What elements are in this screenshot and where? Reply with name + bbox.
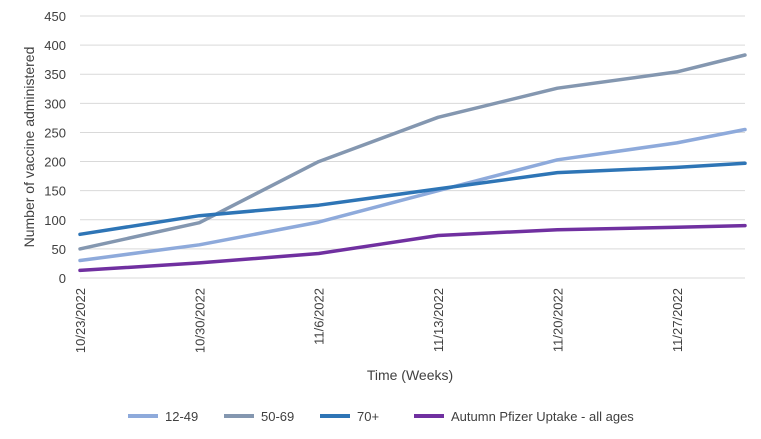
x-axis-title: Time (Weeks) [367,367,453,383]
y-tick-label: 450 [44,9,66,24]
x-tick-label: 11/20/2022 [550,288,565,352]
x-tick-label: 11/13/2022 [431,288,446,352]
gridlines [80,15,745,279]
y-tick-label: 0 [59,271,66,286]
series-line-4 [78,223,747,273]
legend-label: Autumn Pfizer Uptake - all ages [451,409,634,424]
y-tick-label: 50 [52,242,66,257]
y-tick-label: 400 [44,38,66,53]
legend: 12-49 50-69 70+ Autumn Pfizer Uptake - all … [128,409,634,424]
x-tick-label: 10/23/2022 [73,288,88,353]
series-lines [78,53,747,273]
series-line-2 [78,53,747,251]
legend-label: 12-49 [165,409,198,424]
series-line-1 [78,127,747,263]
y-tick-label: 300 [44,96,66,111]
y-tick-label: 350 [44,67,66,82]
y-tick-label: 100 [44,213,66,228]
legend-label: 50-69 [261,409,294,424]
y-axis-title: Number of vaccine administered [21,47,37,248]
x-axis-ticks: 10/23/2022 10/30/2022 11/6/2022 11/13/2022 1… [73,288,685,353]
x-tick-label: 11/27/2022 [670,288,685,352]
y-tick-label: 200 [44,155,66,170]
y-tick-label: 250 [44,125,66,140]
y-axis-ticks: 0 50 100 150 200 250 300 350 400 450 [44,9,66,286]
legend-label: 70+ [357,409,379,424]
x-tick-label: 10/30/2022 [192,288,207,353]
y-tick-label: 150 [44,184,66,199]
x-tick-label: 11/6/2022 [312,288,327,345]
series-line-3 [78,161,747,237]
